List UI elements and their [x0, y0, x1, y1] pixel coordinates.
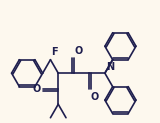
Text: O: O — [75, 46, 83, 56]
Text: N: N — [106, 62, 114, 72]
Text: O: O — [33, 84, 41, 94]
Text: F: F — [51, 47, 58, 57]
Text: O: O — [90, 92, 98, 102]
